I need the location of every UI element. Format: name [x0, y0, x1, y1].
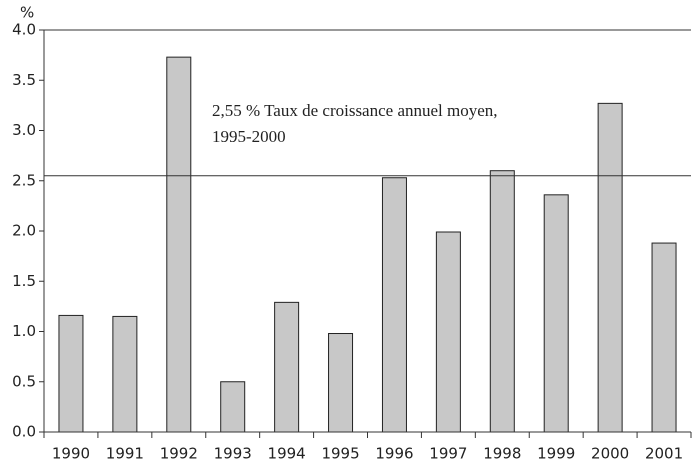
y-tick-label: 0.5 — [12, 372, 36, 390]
y-tick-label: 2.0 — [12, 222, 36, 240]
y-tick-label: 3.5 — [12, 71, 36, 89]
annotation: 2,55 % Taux de croissance annuel moyen, — [212, 101, 498, 120]
bar — [597, 102, 623, 433]
bar — [651, 242, 677, 433]
bar — [543, 194, 569, 433]
bar — [381, 177, 407, 433]
unit-label: % — [20, 4, 34, 22]
bar — [274, 301, 300, 433]
bar — [328, 333, 354, 433]
y-tick-label: 0.0 — [12, 423, 36, 441]
y-tick-label: 3.0 — [12, 121, 36, 139]
bar — [220, 381, 246, 433]
bar — [166, 56, 192, 433]
x-tick-label: 1990 — [52, 445, 90, 463]
x-tick-label: 1995 — [321, 445, 359, 463]
x-tick-label: 1998 — [483, 445, 521, 463]
y-tick-label: 4.0 — [12, 21, 36, 39]
x-tick-label: 1996 — [375, 445, 413, 463]
x-tick-label: 1994 — [268, 445, 306, 463]
x-tick-label: 1992 — [160, 445, 198, 463]
y-tick-label: 1.0 — [12, 322, 36, 340]
x-tick-label: 1993 — [214, 445, 252, 463]
x-tick-label: 1997 — [429, 445, 467, 463]
bar — [112, 315, 138, 433]
x-tick-label: 1991 — [106, 445, 144, 463]
bar — [489, 170, 515, 433]
x-tick-label: 2000 — [591, 445, 629, 463]
x-tick-label: 1999 — [537, 445, 575, 463]
annotation: 1995-2000 — [212, 127, 286, 146]
bar — [58, 314, 84, 433]
y-tick-label: 2.5 — [12, 171, 36, 189]
y-tick-label: 1.5 — [12, 272, 36, 290]
x-tick-label: 2001 — [645, 445, 683, 463]
bar — [435, 231, 461, 433]
